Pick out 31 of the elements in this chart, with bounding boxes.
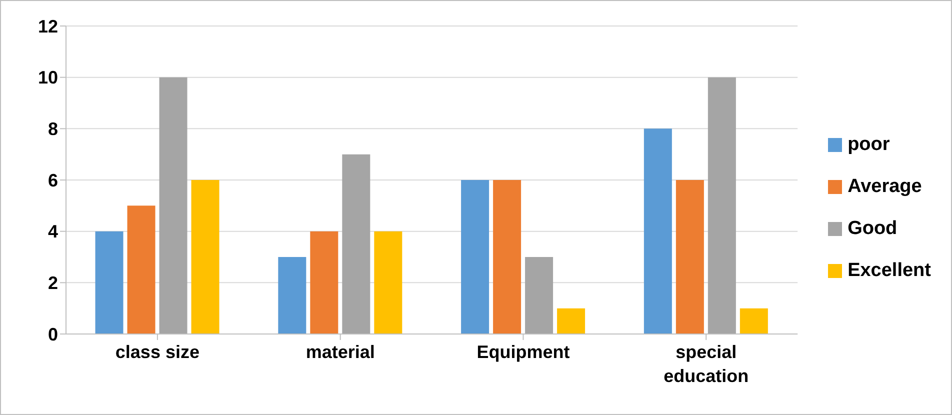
x-tick-label: Equipment [476, 342, 570, 362]
y-tick-label: 0 [48, 324, 58, 344]
legend-label: Good [848, 218, 898, 240]
y-tick-label: 2 [48, 273, 58, 294]
bar [191, 180, 220, 334]
bar [708, 77, 736, 334]
x-tick-label: class size [115, 342, 200, 362]
x-tick-label: material [306, 342, 375, 362]
y-tick-label: 4 [48, 222, 58, 242]
bar [342, 154, 370, 334]
y-tick-label: 10 [38, 68, 58, 88]
bar [740, 308, 768, 334]
bar [644, 128, 672, 334]
x-tick-label: special education [664, 342, 749, 386]
bar [557, 308, 586, 334]
bar [461, 180, 490, 334]
bar [493, 180, 522, 334]
bar [278, 257, 306, 334]
bar [127, 206, 156, 334]
legend-label: Average [848, 176, 922, 198]
y-tick-label: 6 [48, 170, 58, 190]
legend-label: poor [848, 134, 890, 156]
y-tick-label: 12 [38, 16, 58, 36]
bar [525, 257, 554, 334]
bar [374, 231, 402, 334]
bar [159, 77, 188, 334]
bar [310, 231, 338, 334]
legend-label: Excellent [848, 260, 931, 282]
bar [95, 231, 124, 334]
y-tick-label: 8 [48, 119, 58, 140]
bar [676, 180, 704, 334]
